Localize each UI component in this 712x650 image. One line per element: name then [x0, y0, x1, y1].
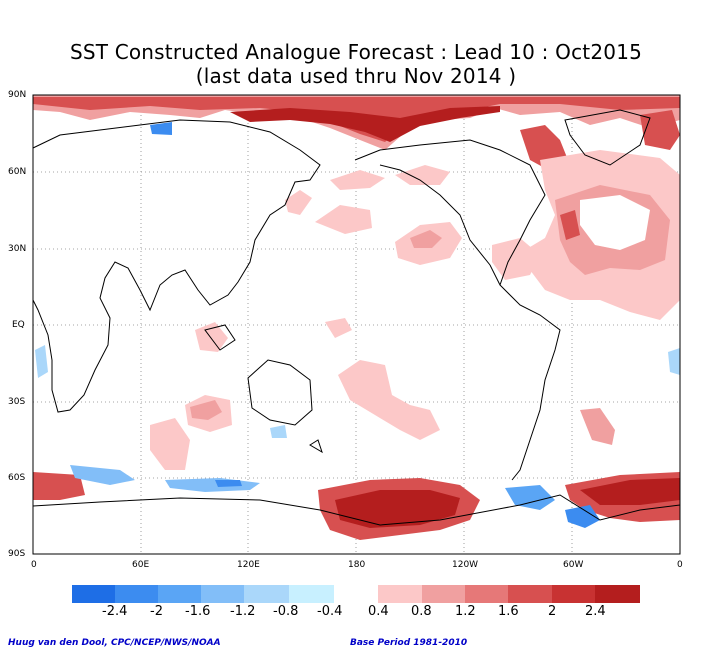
map-title-line1: SST Constructed Analogue Forecast : Lead… — [69, 40, 643, 64]
lon-label: 180 — [348, 560, 366, 570]
legend-label: -1.6 — [185, 604, 211, 619]
legend-swatch-pos-1 — [378, 585, 422, 603]
legend-label: 0.8 — [411, 604, 432, 619]
lon-label: 60W — [563, 560, 584, 570]
lat-label: EQ — [12, 320, 25, 330]
legend-label: 1.6 — [498, 604, 519, 619]
legend-label: -1.2 — [230, 604, 256, 619]
antarctica-outline — [32, 494, 681, 526]
legend-swatch-neg-3 — [158, 585, 201, 603]
australia-outline — [247, 359, 313, 426]
legend-swatch-neg-5 — [244, 585, 289, 603]
legend-label: -2 — [150, 604, 163, 619]
lat-label: 90N — [8, 90, 27, 100]
legend-label: 1.2 — [455, 604, 476, 619]
legend-label: 2 — [548, 604, 557, 619]
legend-swatch-pos-6 — [595, 585, 640, 603]
legend-label: 0.4 — [368, 604, 389, 619]
americas-outline — [354, 139, 561, 481]
legend-swatch-neg-4 — [201, 585, 244, 603]
cold-southern-indian — [70, 465, 135, 485]
lat-label: 60N — [8, 167, 27, 177]
coastlines — [32, 109, 681, 526]
lat-label: 30N — [8, 244, 27, 254]
warm-south-pacific — [338, 360, 440, 440]
legend-label: -0.4 — [317, 604, 343, 619]
credit-author: Huug van den Dool, CPC/NCEP/NWS/NOAA — [8, 638, 221, 648]
lon-label: 120E — [237, 560, 260, 570]
legend-label: 2.4 — [585, 604, 606, 619]
legend-label: -0.8 — [273, 604, 299, 619]
legend-swatch-neg-6 — [289, 585, 334, 603]
lat-label: 30S — [8, 397, 26, 407]
legend-swatch-neg-2 — [115, 585, 158, 603]
cold-anomalies — [35, 122, 680, 528]
legend-label: -2.4 — [102, 604, 128, 619]
legend-swatch-pos-5 — [552, 585, 595, 603]
lon-label: 60E — [132, 560, 150, 570]
lon-label: 120W — [452, 560, 479, 570]
legend-swatch-neg-1 — [72, 585, 115, 603]
legend-swatch-pos-2 — [422, 585, 465, 603]
legend-swatch-pos-3 — [465, 585, 508, 603]
lat-label: 90S — [8, 549, 26, 559]
lat-label: 60S — [8, 473, 26, 483]
legend-swatch-pos-4 — [508, 585, 552, 603]
greenland-outline — [564, 109, 651, 166]
eurasia-africa-outline — [32, 119, 321, 413]
credit-base-period: Base Period 1981-2010 — [350, 638, 468, 648]
map-title-line2: (last data used thru Nov 2014 ) — [195, 64, 517, 88]
warm-anomalies — [33, 95, 680, 540]
lon-label: 0 — [31, 560, 37, 570]
lon-label: 0 — [677, 560, 683, 570]
